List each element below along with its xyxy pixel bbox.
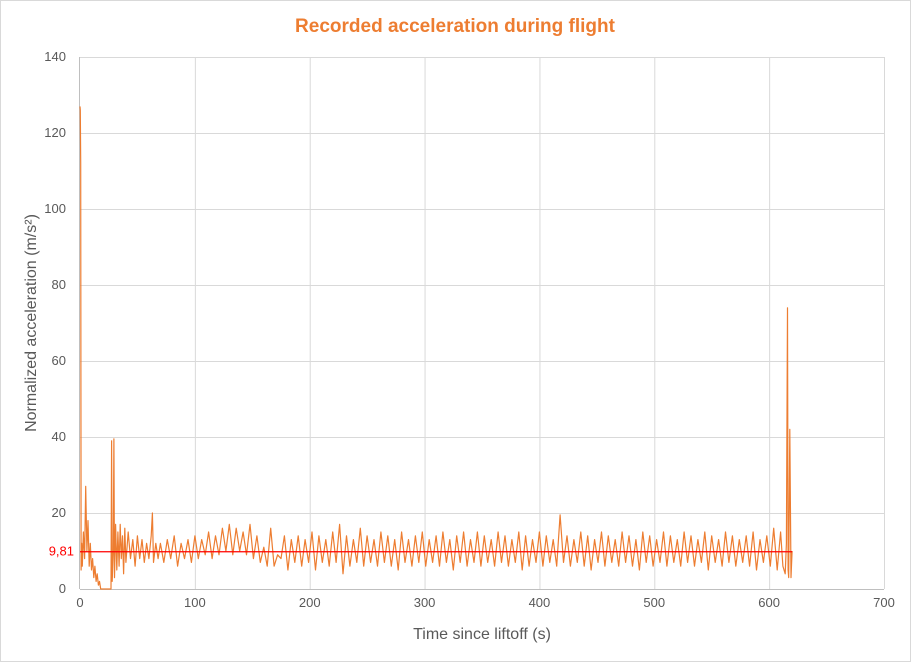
y-tick-label: 20 — [52, 505, 66, 520]
y-tick-label: 40 — [52, 429, 66, 444]
y-tick-label: 100 — [44, 201, 66, 216]
x-tick-label: 700 — [873, 595, 895, 610]
y-tick-label: 140 — [44, 49, 66, 64]
x-tick-label: 400 — [529, 595, 551, 610]
y-tick-label: 120 — [44, 125, 66, 140]
x-tick-label: 500 — [643, 595, 665, 610]
x-tick-label: 600 — [758, 595, 780, 610]
gridlines — [80, 57, 885, 589]
x-tick-label: 0 — [76, 595, 83, 610]
x-axis-title: Time since liftoff (s) — [413, 626, 551, 643]
x-tick-label: 100 — [184, 595, 206, 610]
x-tick-label: 300 — [414, 595, 436, 610]
y-tick-label: 80 — [52, 277, 66, 292]
y-tick-label: 0 — [59, 581, 66, 596]
y-axis-title: Normalized acceleration (m/s²) — [23, 214, 40, 432]
x-tick-label: 200 — [299, 595, 321, 610]
acceleration-series-line — [79, 106, 793, 590]
y-tick-label: 60 — [52, 353, 66, 368]
chart-title: Recorded acceleration during flight — [295, 16, 616, 37]
gravity-reference-label: 9,81 — [49, 544, 74, 559]
tick-labels: 0 20 40 60 80 100 120 140 0 100 200 300 400 500 600 700 — [44, 49, 895, 610]
